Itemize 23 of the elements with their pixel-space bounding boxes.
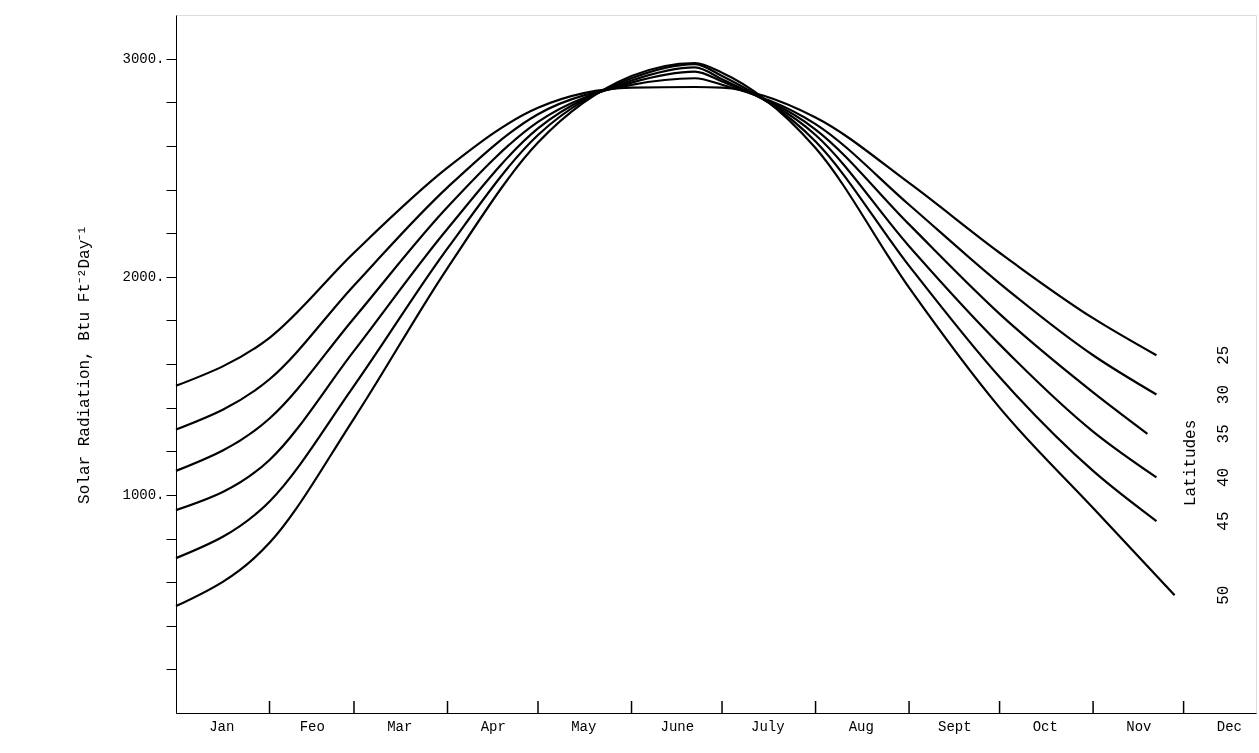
y-axis-title: Solar Radiation, Btu Ft⁻²Day⁻¹: [76, 225, 95, 504]
text: 35: [1214, 424, 1233, 444]
x-tick-label: Mar: [387, 718, 413, 735]
y-tick-label: 1000.: [122, 487, 165, 504]
x-tick-label: Apr: [480, 718, 506, 735]
x-tick-label: Oct: [1032, 718, 1058, 735]
text: 50: [1214, 585, 1233, 605]
text: 45: [1214, 511, 1233, 531]
x-tick-label: Dec: [1216, 718, 1242, 735]
text: 25: [1214, 345, 1233, 365]
x-tick-label: Jan: [209, 718, 235, 735]
y-tick-label: 2000.: [122, 269, 165, 286]
x-tick-label: Aug: [848, 718, 874, 735]
x-tick-label: Sept: [938, 718, 972, 735]
x-tick-label: July: [750, 718, 785, 735]
y-tick-label: 3000.: [122, 51, 165, 68]
x-tick-label: Feo: [299, 718, 325, 735]
legend-title: Latitudes: [1181, 419, 1200, 507]
text: 30: [1214, 384, 1233, 405]
x-tick-label: June: [660, 718, 695, 735]
x-tick-label: Nov: [1126, 718, 1152, 735]
text: 40: [1214, 467, 1233, 488]
x-tick-label: May: [571, 718, 597, 735]
